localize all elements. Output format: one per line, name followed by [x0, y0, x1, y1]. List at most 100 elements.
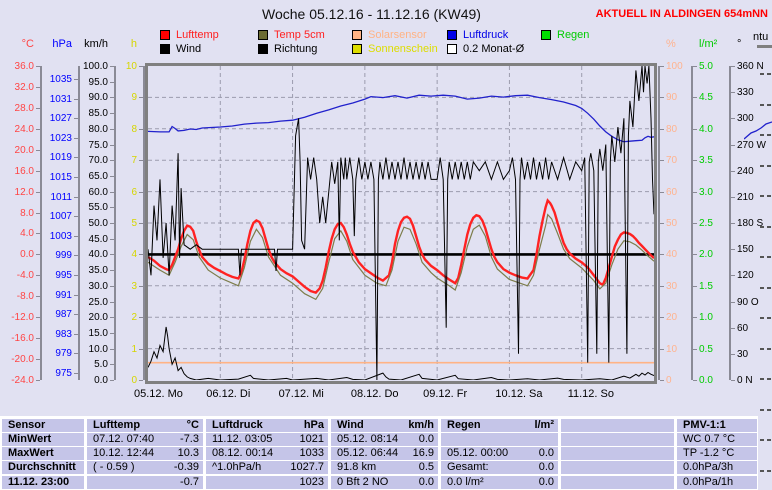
- legend-swatch-lufttemp: [160, 30, 170, 40]
- pressure-axis-tick: [74, 373, 78, 374]
- table-cell: 05.12. 00:00 0.0: [441, 447, 558, 460]
- pressure-axis-tick: [74, 118, 78, 120]
- day-label: 06.12. Di: [206, 388, 251, 400]
- wind-axis-tick: [110, 66, 114, 67]
- legend-label: Richtung: [274, 43, 318, 55]
- wind-axis-label: 0.0: [94, 375, 108, 386]
- rain-axis-tick: [693, 348, 697, 350]
- cell-text: 10.12. 12:44: [93, 447, 155, 459]
- wind-axis-label: 40.0: [88, 249, 108, 261]
- cell-text: ^1.0hPa/h: [212, 461, 262, 473]
- temp-axis-label: 24.0: [14, 123, 34, 135]
- rain-axis-tick: [693, 66, 697, 67]
- cell-text: 0.0hPa/1h: [683, 476, 734, 488]
- sun-axis-header: h: [130, 38, 137, 50]
- cutoff-tick-dash: [767, 256, 771, 258]
- direction-axis-label: 150: [737, 244, 754, 256]
- pressure-axis-tick: [74, 216, 78, 218]
- table-cell: [561, 433, 674, 446]
- legend-label: Luftdruck: [463, 29, 509, 41]
- wind-axis-label: 95.0: [88, 76, 108, 88]
- wind-axis-label: 80.0: [88, 123, 108, 135]
- temp-axis-tick: [36, 107, 40, 109]
- row-label-text: Durchschnitt: [8, 461, 76, 473]
- cell-value: 0.0: [418, 433, 434, 445]
- solar-axis-label: 0: [666, 375, 672, 386]
- table-cell: Regen l/m²: [441, 419, 558, 432]
- cutoff-tick-dash: [760, 439, 764, 441]
- pressure-axis-tick: [74, 157, 78, 159]
- rain-axis-label: 1.5: [699, 280, 713, 292]
- cutoff-tick-dash: [767, 378, 771, 380]
- table-cell: 0.0hPa/1h: [677, 476, 757, 489]
- cell-value: -7.3: [180, 433, 199, 445]
- sun-axis-tick: [139, 97, 143, 99]
- cell-value: hPa: [303, 419, 324, 431]
- wind-axis-tick: [110, 364, 114, 366]
- cell-text: 11.12. 03:05: [212, 433, 273, 445]
- cell-text: WC 0.7 °C: [683, 433, 736, 445]
- cell-text: Gesamt:: [447, 461, 489, 473]
- day-label: 10.12. Sa: [495, 388, 543, 400]
- pressure-axis-tick: [74, 255, 78, 257]
- rain-axis-label: 0.0: [699, 375, 713, 386]
- table-row-label: MaxWert: [2, 447, 84, 460]
- row-label-text: MinWert: [8, 433, 52, 445]
- sun-axis-label: 10: [125, 61, 137, 72]
- solar-axis-label: 90: [666, 92, 678, 104]
- wind-axis-label: 75.0: [88, 139, 108, 151]
- temp-axis-label: 20.0: [14, 144, 34, 156]
- cell-value: 10.3: [177, 447, 199, 459]
- cutoff-tick-dash: [767, 164, 771, 167]
- rain-axis-tick: [693, 317, 697, 319]
- cell-text: 05.12. 08:14: [337, 433, 399, 445]
- rain-axis-tick: [693, 191, 697, 193]
- pressure-axis-line: [78, 66, 80, 380]
- solar-axis-label: 70: [666, 155, 678, 167]
- cell-value: 1027.7: [290, 461, 324, 473]
- rain-axis-label: 4.0: [699, 123, 713, 135]
- wind-axis-label: 25.0: [88, 296, 108, 308]
- wind-axis-label: 70.0: [88, 155, 108, 167]
- table-row-label: Sensor: [2, 419, 84, 432]
- pressure-axis-label: 1011: [50, 191, 72, 203]
- rain-axis-label: 2.0: [699, 249, 713, 261]
- cell-text: 0.0hPa/3h: [683, 461, 734, 473]
- sun-axis-tick: [139, 254, 143, 256]
- pressure-axis-label: 995: [55, 270, 72, 281]
- temp-axis-tick: [36, 338, 40, 340]
- pressure-axis-tick: [74, 294, 78, 296]
- pressure-axis-tick: [74, 235, 78, 237]
- pressure-axis-tick: [74, 314, 78, 316]
- row-label-text: 11.12. 23:00: [8, 476, 70, 488]
- table-cell: 05.12. 06:44 16.9: [331, 447, 438, 460]
- direction-axis-tick: [731, 196, 735, 198]
- cell-value: 16.9: [412, 447, 434, 459]
- sun-axis-tick: [139, 348, 143, 350]
- cutoff-tick-dash: [760, 286, 764, 289]
- temp-axis-label: 32.0: [14, 81, 34, 93]
- day-label: 09.12. Fr: [423, 388, 468, 400]
- rain-axis-line: [691, 66, 693, 380]
- wind-axis-tick: [110, 207, 114, 209]
- legend-label: Temp 5cm: [274, 29, 325, 41]
- sun-axis-tick: [139, 66, 143, 67]
- table-cell: Gesamt: 0.0: [441, 461, 558, 474]
- day-label: 11.12. So: [567, 388, 614, 400]
- wind-axis-line: [114, 66, 116, 380]
- cell-text: Wind: [337, 419, 364, 431]
- series-richtung: [148, 66, 654, 380]
- direction-axis-label: 270 W: [737, 139, 766, 151]
- rain-axis-tick: [693, 380, 697, 381]
- cutoff-tick-dash: [760, 73, 764, 75]
- day-label: 08.12. Do: [350, 388, 399, 400]
- solar-axis-label: 30: [666, 280, 678, 292]
- wind-axis-tick: [110, 113, 114, 115]
- cell-text: 05.12. 00:00: [447, 447, 509, 459]
- cell-text: 08.12. 00:14: [212, 447, 274, 459]
- table-cell: -0.7: [87, 476, 203, 489]
- cell-value: 0.5: [418, 461, 434, 473]
- solar-axis-tick: [660, 191, 664, 193]
- cutoff-panel-curve-fragment: [744, 121, 772, 140]
- direction-axis-tick: [731, 327, 735, 329]
